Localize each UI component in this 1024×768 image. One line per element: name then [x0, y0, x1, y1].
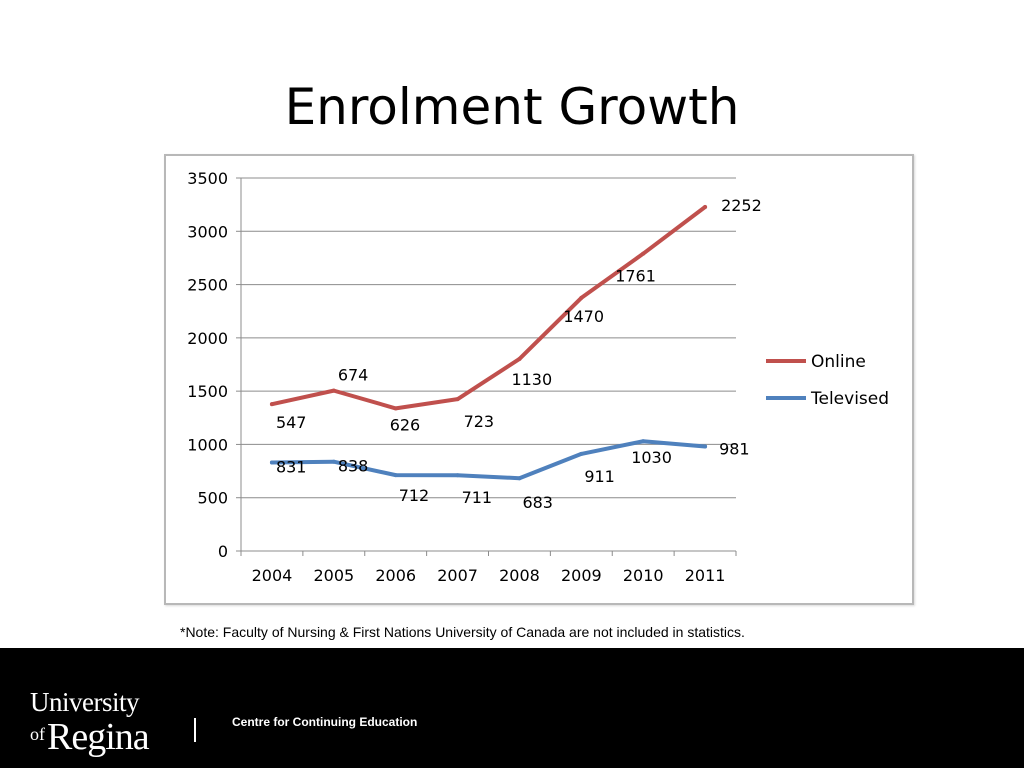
- x-tick-label: 2006: [375, 566, 416, 585]
- logo-regina: Regina: [47, 716, 150, 758]
- data-point-online: [517, 356, 522, 361]
- x-tick-label: 2009: [561, 566, 602, 585]
- data-label-televised: 838: [338, 457, 369, 476]
- x-tick-label: 2004: [252, 566, 293, 585]
- data-label-online: 1130: [511, 370, 552, 389]
- data-label-televised: 712: [399, 486, 430, 505]
- data-point-online: [703, 204, 708, 209]
- logo-university: University: [30, 687, 139, 717]
- data-point-televised: [269, 460, 274, 465]
- data-label-televised: 1030: [631, 448, 672, 467]
- data-label-online: 547: [276, 413, 307, 432]
- x-tick-label: 2008: [499, 566, 540, 585]
- data-label-online: 1470: [563, 307, 604, 326]
- footer-divider: [194, 718, 196, 742]
- data-point-televised: [455, 473, 460, 478]
- enrolment-line-chart: 0 500 1000 1500 2000 2500 3000 3500 2004 2005 2006…: [187, 169, 889, 585]
- y-tick-label: 500: [197, 489, 228, 508]
- series-line-televised: [269, 439, 708, 481]
- data-point-televised: [641, 439, 646, 444]
- x-tick-label: 2005: [313, 566, 354, 585]
- data-point-online: [455, 397, 460, 402]
- y-tick-label: 3500: [187, 169, 228, 188]
- y-tick-label: 1000: [187, 435, 228, 454]
- data-point-televised: [579, 451, 584, 456]
- data-label-online: 674: [338, 366, 369, 385]
- footnote: *Note: Faculty of Nursing & First Nation…: [180, 624, 745, 640]
- data-label-online: 626: [390, 415, 421, 434]
- data-label-televised: 981: [719, 439, 750, 458]
- footer-bar: University ofRegina Centre for Continuin…: [0, 648, 1024, 768]
- x-tick-label: 2010: [623, 566, 664, 585]
- data-point-televised: [393, 473, 398, 478]
- data-point-online: [331, 388, 336, 393]
- data-point-online: [393, 406, 398, 411]
- y-tick-label: 3000: [187, 222, 228, 241]
- university-logo: University ofRegina: [30, 687, 150, 763]
- y-tick-label: 2500: [187, 276, 228, 295]
- department-name: Centre for Continuing Education: [232, 715, 418, 729]
- chart-frame: 0 500 1000 1500 2000 2500 3000 3500 2004 2005 2006…: [164, 154, 914, 605]
- data-point-televised: [517, 476, 522, 481]
- slide-title: Enrolment Growth: [284, 78, 740, 136]
- legend-label-televised: Televised: [810, 389, 889, 409]
- data-label-online: 723: [464, 412, 495, 431]
- data-label-televised: 683: [522, 493, 553, 512]
- data-label-online: 2252: [721, 196, 762, 215]
- data-label-televised: 831: [276, 457, 307, 476]
- x-tick-label: 2011: [685, 566, 726, 585]
- data-point-online: [579, 295, 584, 300]
- y-tick-label: 2000: [187, 329, 228, 348]
- data-label-online: 1761: [615, 267, 656, 286]
- x-tick-label: 2007: [437, 566, 478, 585]
- series-line-online: [269, 204, 708, 411]
- data-point-televised: [703, 444, 708, 449]
- data-label-televised: 911: [584, 467, 615, 486]
- data-point-televised: [331, 459, 336, 464]
- y-tick-label: 1500: [187, 382, 228, 401]
- data-label-televised: 711: [462, 488, 493, 507]
- logo-of: of: [30, 724, 45, 744]
- data-point-online: [269, 402, 274, 407]
- y-tick-label: 0: [218, 542, 228, 561]
- data-point-online: [641, 251, 646, 256]
- legend-label-online: Online: [811, 352, 866, 372]
